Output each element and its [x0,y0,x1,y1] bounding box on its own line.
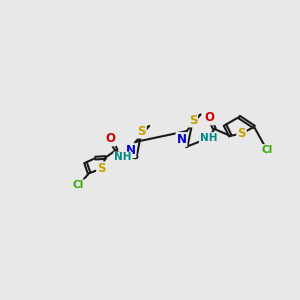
Text: N: N [125,144,136,157]
Text: Cl: Cl [73,180,84,190]
Text: S: S [97,162,106,176]
Text: Cl: Cl [261,145,273,155]
Text: NH: NH [200,133,217,143]
Text: S: S [237,127,246,140]
Text: N: N [176,133,187,146]
Text: O: O [204,111,214,124]
Text: O: O [105,132,116,146]
Text: S: S [189,113,197,127]
Text: NH: NH [114,152,132,163]
Text: S: S [137,124,146,138]
